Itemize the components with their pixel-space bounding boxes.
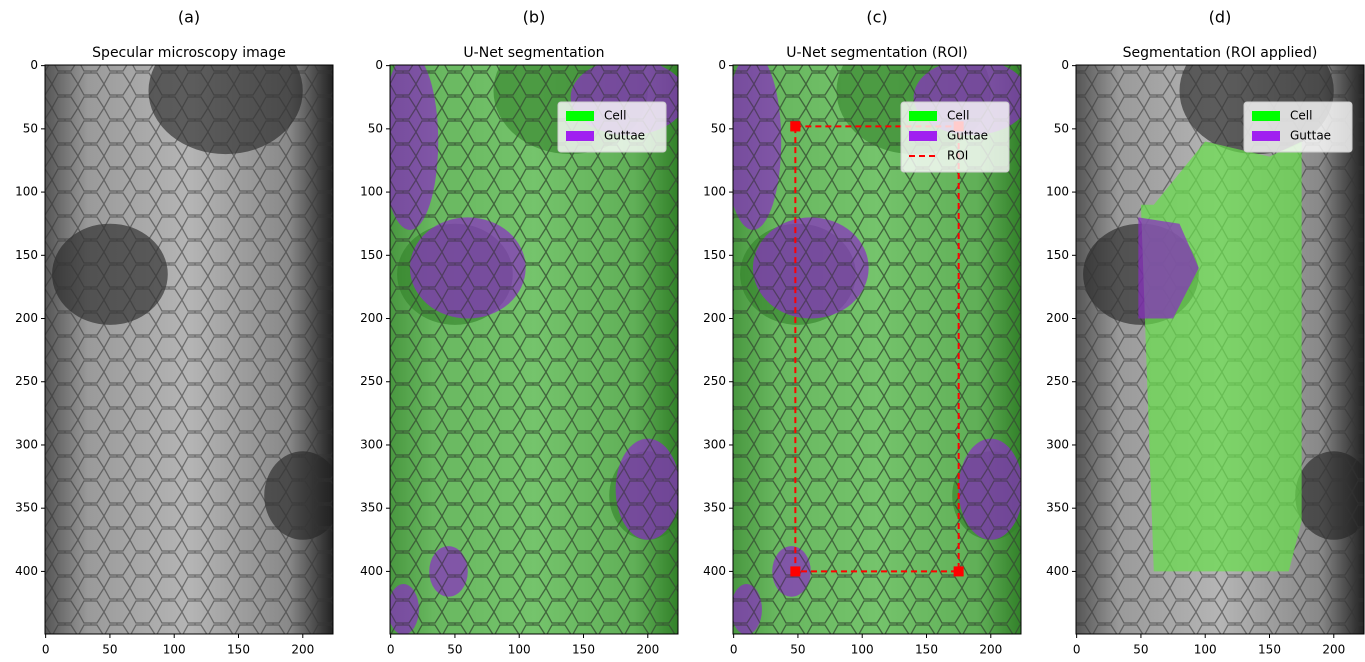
legend-swatch <box>1252 111 1280 121</box>
legend-label: Cell <box>604 109 626 123</box>
x-tick-label: 50 <box>447 643 462 657</box>
panel-title: U-Net segmentation <box>463 45 604 61</box>
image <box>45 28 341 634</box>
panel-title: Segmentation (ROI applied) <box>1123 45 1318 61</box>
legend-swatch <box>566 131 594 141</box>
roi-corner <box>954 566 964 576</box>
panel-label: (b) <box>523 8 546 27</box>
y-tick-label: 400 <box>703 564 726 578</box>
y-tick-label: 400 <box>1046 564 1069 578</box>
x-tick-label: 50 <box>790 643 805 657</box>
y-tick-label: 50 <box>711 121 726 135</box>
panel-label: (a) <box>178 8 200 27</box>
y-tick-label: 300 <box>360 437 383 451</box>
y-tick-label: 350 <box>360 501 383 515</box>
legend-label: Cell <box>947 109 969 123</box>
legend-swatch <box>909 131 937 141</box>
y-tick-label: 150 <box>703 248 726 262</box>
y-tick-label: 250 <box>15 374 38 388</box>
figure: (a) Specular microscopy image 0 50 100 150 200… <box>0 0 1365 662</box>
y-tick-label: 0 <box>1061 58 1069 72</box>
x-tick-label: 200 <box>291 643 314 657</box>
y-tick-label: 300 <box>703 437 726 451</box>
y-tick-label: 100 <box>360 185 383 199</box>
y-tick-label: 150 <box>360 248 383 262</box>
x-tick-label: 200 <box>979 643 1002 657</box>
y-tick-label: 100 <box>1046 185 1069 199</box>
panel: (a) Specular microscopy image 0 50 100 150 200… <box>15 8 341 657</box>
x-tick-label: 150 <box>915 643 938 657</box>
x-tick-label: 0 <box>42 643 50 657</box>
legend-label: ROI <box>947 149 968 163</box>
x-tick-label: 100 <box>851 643 874 657</box>
panel: (b) U-Net segmentation 0 50 100 150 200 0 50 100 1… <box>360 8 686 657</box>
y-tick-label: 250 <box>703 374 726 388</box>
legend-swatch <box>909 111 937 121</box>
y-tick-label: 50 <box>1054 121 1069 135</box>
legend-swatch <box>566 111 594 121</box>
x-tick-label: 50 <box>1133 643 1148 657</box>
page: (a) Specular microscopy image 0 50 100 150 200… <box>0 0 1365 662</box>
y-tick-label: 150 <box>1046 248 1069 262</box>
y-tick-label: 100 <box>703 185 726 199</box>
x-tick-label: 0 <box>387 643 395 657</box>
panel: (c) U-Net segmentation (ROI) 0 50 100 150 200 0… <box>703 8 1029 657</box>
x-tick-label: 100 <box>1194 643 1217 657</box>
legend-label: Cell <box>1290 109 1312 123</box>
panel-label: (d) <box>1209 8 1232 27</box>
x-tick-label: 50 <box>102 643 117 657</box>
y-tick-label: 50 <box>23 121 38 135</box>
legend-swatch <box>1252 131 1280 141</box>
x-tick-label: 150 <box>572 643 595 657</box>
y-tick-label: 350 <box>15 501 38 515</box>
x-tick-label: 100 <box>508 643 531 657</box>
y-tick-label: 0 <box>30 58 38 72</box>
y-tick-label: 200 <box>360 311 383 325</box>
x-tick-label: 200 <box>1322 643 1345 657</box>
roi-corner <box>790 566 800 576</box>
y-tick-label: 350 <box>1046 501 1069 515</box>
y-tick-label: 250 <box>1046 374 1069 388</box>
y-tick-label: 150 <box>15 248 38 262</box>
panel-title: U-Net segmentation (ROI) <box>786 45 967 61</box>
y-tick-label: 100 <box>15 185 38 199</box>
cell-texture <box>45 65 333 634</box>
panel-title: Specular microscopy image <box>92 45 286 61</box>
y-tick-label: 200 <box>1046 311 1069 325</box>
legend-label: Guttae <box>947 129 988 143</box>
y-tick-label: 200 <box>703 311 726 325</box>
legend-label: Guttae <box>604 129 645 143</box>
cell-overlay <box>1141 141 1302 571</box>
y-tick-label: 350 <box>703 501 726 515</box>
x-tick-label: 200 <box>636 643 659 657</box>
x-tick-label: 150 <box>227 643 250 657</box>
x-tick-label: 150 <box>1258 643 1281 657</box>
y-tick-label: 300 <box>1046 437 1069 451</box>
x-tick-label: 0 <box>730 643 738 657</box>
y-tick-label: 50 <box>368 121 383 135</box>
x-tick-label: 0 <box>1073 643 1081 657</box>
roi-corner <box>790 121 800 131</box>
panel-label: (c) <box>866 8 887 27</box>
legend-label: Guttae <box>1290 129 1331 143</box>
y-tick-label: 0 <box>718 58 726 72</box>
x-tick-label: 100 <box>163 643 186 657</box>
y-tick-label: 250 <box>360 374 383 388</box>
y-tick-label: 400 <box>360 564 383 578</box>
y-tick-label: 300 <box>15 437 38 451</box>
y-tick-label: 200 <box>15 311 38 325</box>
y-tick-label: 0 <box>375 58 383 72</box>
panel: (d) Segmentation (ROI applied) 0 50 100 150 20… <box>1046 8 1365 657</box>
y-tick-label: 400 <box>15 564 38 578</box>
